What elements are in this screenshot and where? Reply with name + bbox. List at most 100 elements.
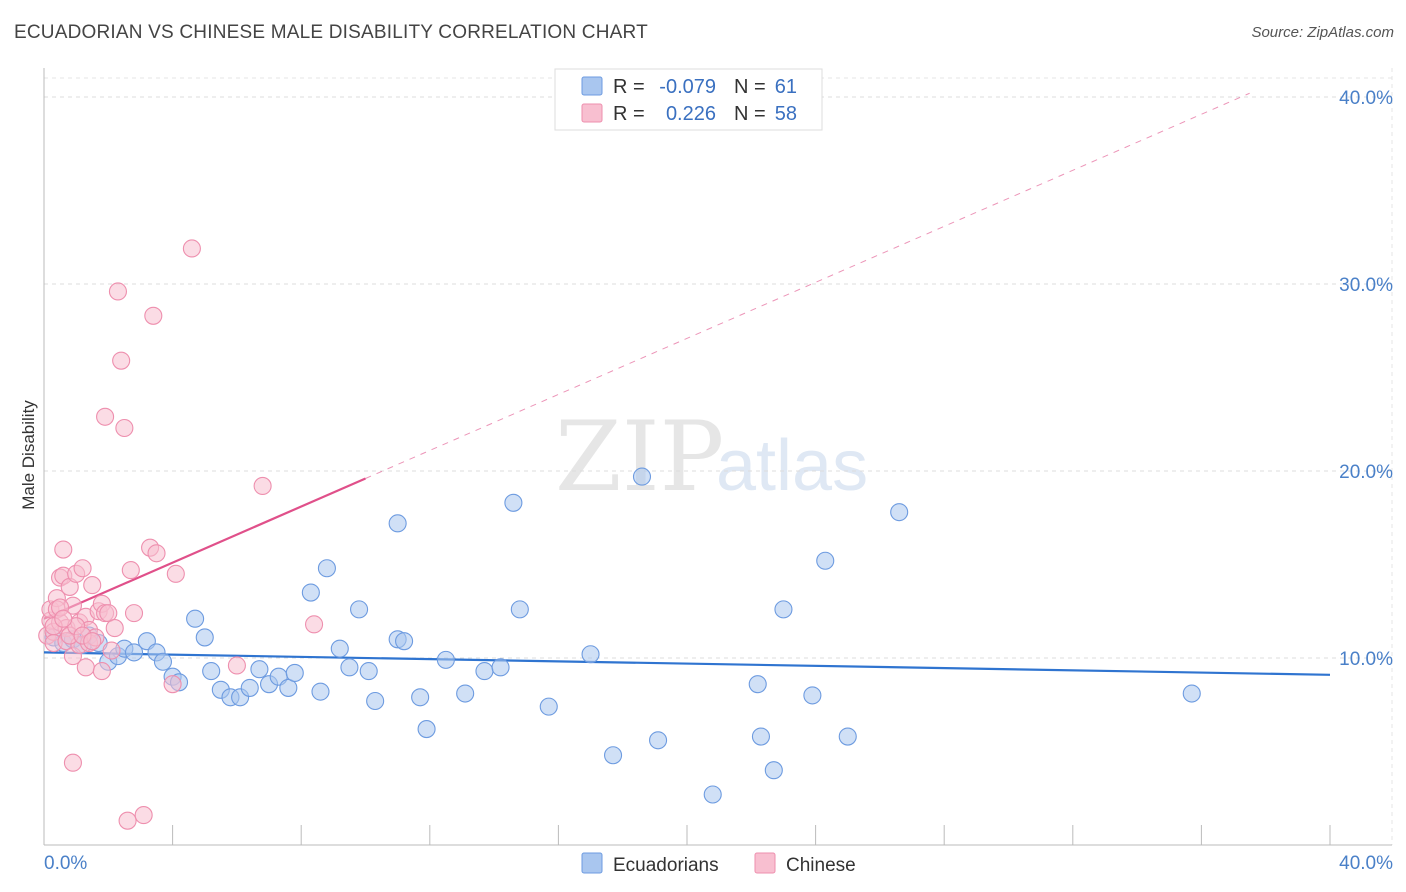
series-legend-swatch-ecuadorians xyxy=(581,852,603,874)
point-chinese-49 xyxy=(118,811,137,830)
point-chinese-36 xyxy=(121,561,140,580)
point-ecuadorians-44 xyxy=(504,493,523,512)
point-ecuadorians-54 xyxy=(764,761,783,780)
point-ecuadorians-26 xyxy=(285,663,304,683)
x-tick-labels: 0.0% 40.0% xyxy=(44,853,1393,874)
point-ecuadorians-17 xyxy=(202,662,221,681)
trend-lines xyxy=(43,92,1331,676)
point-ecuadorians-49 xyxy=(632,467,652,486)
point-chinese-38 xyxy=(96,407,115,426)
point-ecuadorians-27 xyxy=(301,583,320,602)
point-ecuadorians-48 xyxy=(604,746,623,765)
legend-r-label: R = xyxy=(613,76,645,98)
point-ecuadorians-58 xyxy=(838,727,857,746)
legend-n-label: N = xyxy=(734,103,766,125)
point-ecuadorians-59 xyxy=(890,503,909,522)
legend-n-ecuadorians: 61 xyxy=(775,76,797,98)
y-tick-label-10: 10.0% xyxy=(1339,649,1393,670)
point-chinese-9 xyxy=(54,540,73,559)
point-ecuadorians-52 xyxy=(748,675,767,694)
y-tick-label-30: 30.0% xyxy=(1339,275,1393,296)
point-chinese-21 xyxy=(76,658,95,677)
y-tick-labels: 10.0% 20.0% 30.0% 40.0% xyxy=(1339,88,1393,670)
trend-line-chinese xyxy=(43,477,366,620)
point-ecuadorians-55 xyxy=(774,600,793,619)
point-chinese-24 xyxy=(83,576,102,595)
point-chinese-45 xyxy=(227,656,246,675)
point-chinese-33 xyxy=(108,282,127,301)
point-chinese-19 xyxy=(73,559,92,578)
point-ecuadorians-43 xyxy=(491,658,510,677)
point-ecuadorians-36 xyxy=(395,632,414,651)
series-legend-label-chinese: Chinese xyxy=(786,855,856,876)
legend-r-label: R = xyxy=(613,103,645,125)
point-chinese-47 xyxy=(305,615,324,634)
point-ecuadorians-28 xyxy=(311,682,330,701)
watermark-zip: ZIP xyxy=(555,401,724,513)
point-ecuadorians-9 xyxy=(124,643,144,662)
y-tick-label-40: 40.0% xyxy=(1339,88,1393,109)
point-ecuadorians-42 xyxy=(475,662,494,681)
point-ecuadorians-21 xyxy=(240,678,259,697)
point-ecuadorians-31 xyxy=(340,658,359,677)
point-ecuadorians-41 xyxy=(456,684,475,703)
point-ecuadorians-33 xyxy=(359,662,378,681)
point-chinese-50 xyxy=(134,806,153,825)
point-chinese-34 xyxy=(112,351,131,370)
point-chinese-57 xyxy=(54,609,73,628)
point-ecuadorians-25 xyxy=(279,678,298,697)
point-ecuadorians-50 xyxy=(649,731,668,750)
point-chinese-46 xyxy=(253,476,272,496)
point-ecuadorians-45 xyxy=(510,600,529,619)
point-chinese-40 xyxy=(144,306,163,325)
point-ecuadorians-37 xyxy=(388,514,407,533)
point-ecuadorians-30 xyxy=(330,639,349,658)
watermark: ZIP atlas xyxy=(555,401,868,513)
point-chinese-44 xyxy=(182,239,201,258)
y-tick-label-20: 20.0% xyxy=(1339,462,1393,483)
point-ecuadorians-47 xyxy=(581,645,600,664)
point-chinese-32 xyxy=(105,619,124,638)
point-chinese-42 xyxy=(166,564,185,583)
trend-extension-chinese xyxy=(365,92,1250,479)
point-ecuadorians-57 xyxy=(816,551,835,570)
point-ecuadorians-29 xyxy=(317,559,336,578)
point-ecuadorians-53 xyxy=(751,727,770,746)
legend-swatch-ecuadorians xyxy=(581,76,603,96)
watermark-atlas: atlas xyxy=(716,426,868,506)
point-ecuadorians-39 xyxy=(417,720,436,739)
data-points xyxy=(38,239,1201,830)
chart-title: ECUADORIAN VS CHINESE MALE DISABILITY CO… xyxy=(14,22,648,43)
legend-n-chinese: 58 xyxy=(775,103,797,125)
point-ecuadorians-60 xyxy=(1182,684,1201,703)
source-credit: Source: ZipAtlas.com xyxy=(1251,24,1394,41)
grid-lines xyxy=(44,68,1393,845)
point-ecuadorians-56 xyxy=(803,686,822,705)
point-ecuadorians-46 xyxy=(539,697,558,716)
point-ecuadorians-16 xyxy=(195,628,214,647)
point-ecuadorians-51 xyxy=(703,785,722,804)
point-chinese-41 xyxy=(147,544,166,563)
legend-r-ecuadorians: -0.079 xyxy=(659,76,716,98)
point-ecuadorians-15 xyxy=(186,609,205,628)
point-chinese-48 xyxy=(63,753,82,772)
legend-swatch-chinese xyxy=(581,103,603,123)
point-ecuadorians-32 xyxy=(350,600,369,619)
point-ecuadorians-40 xyxy=(436,650,455,669)
point-ecuadorians-38 xyxy=(411,688,430,707)
series-legend: Ecuadorians Chinese xyxy=(581,852,856,876)
trend-line-ecuadorians xyxy=(43,651,1331,676)
point-chinese-28 xyxy=(92,662,111,681)
point-chinese-31 xyxy=(102,641,121,660)
point-chinese-35 xyxy=(115,418,134,438)
point-chinese-43 xyxy=(163,675,182,694)
series-legend-swatch-chinese xyxy=(754,852,776,874)
point-ecuadorians-12 xyxy=(153,652,173,671)
point-chinese-37 xyxy=(124,604,144,623)
point-ecuadorians-34 xyxy=(366,691,385,711)
point-chinese-30 xyxy=(99,604,118,623)
point-ecuadorians-22 xyxy=(250,660,269,679)
axes xyxy=(43,68,1392,846)
x-tick-label-min: 0.0% xyxy=(44,853,87,874)
